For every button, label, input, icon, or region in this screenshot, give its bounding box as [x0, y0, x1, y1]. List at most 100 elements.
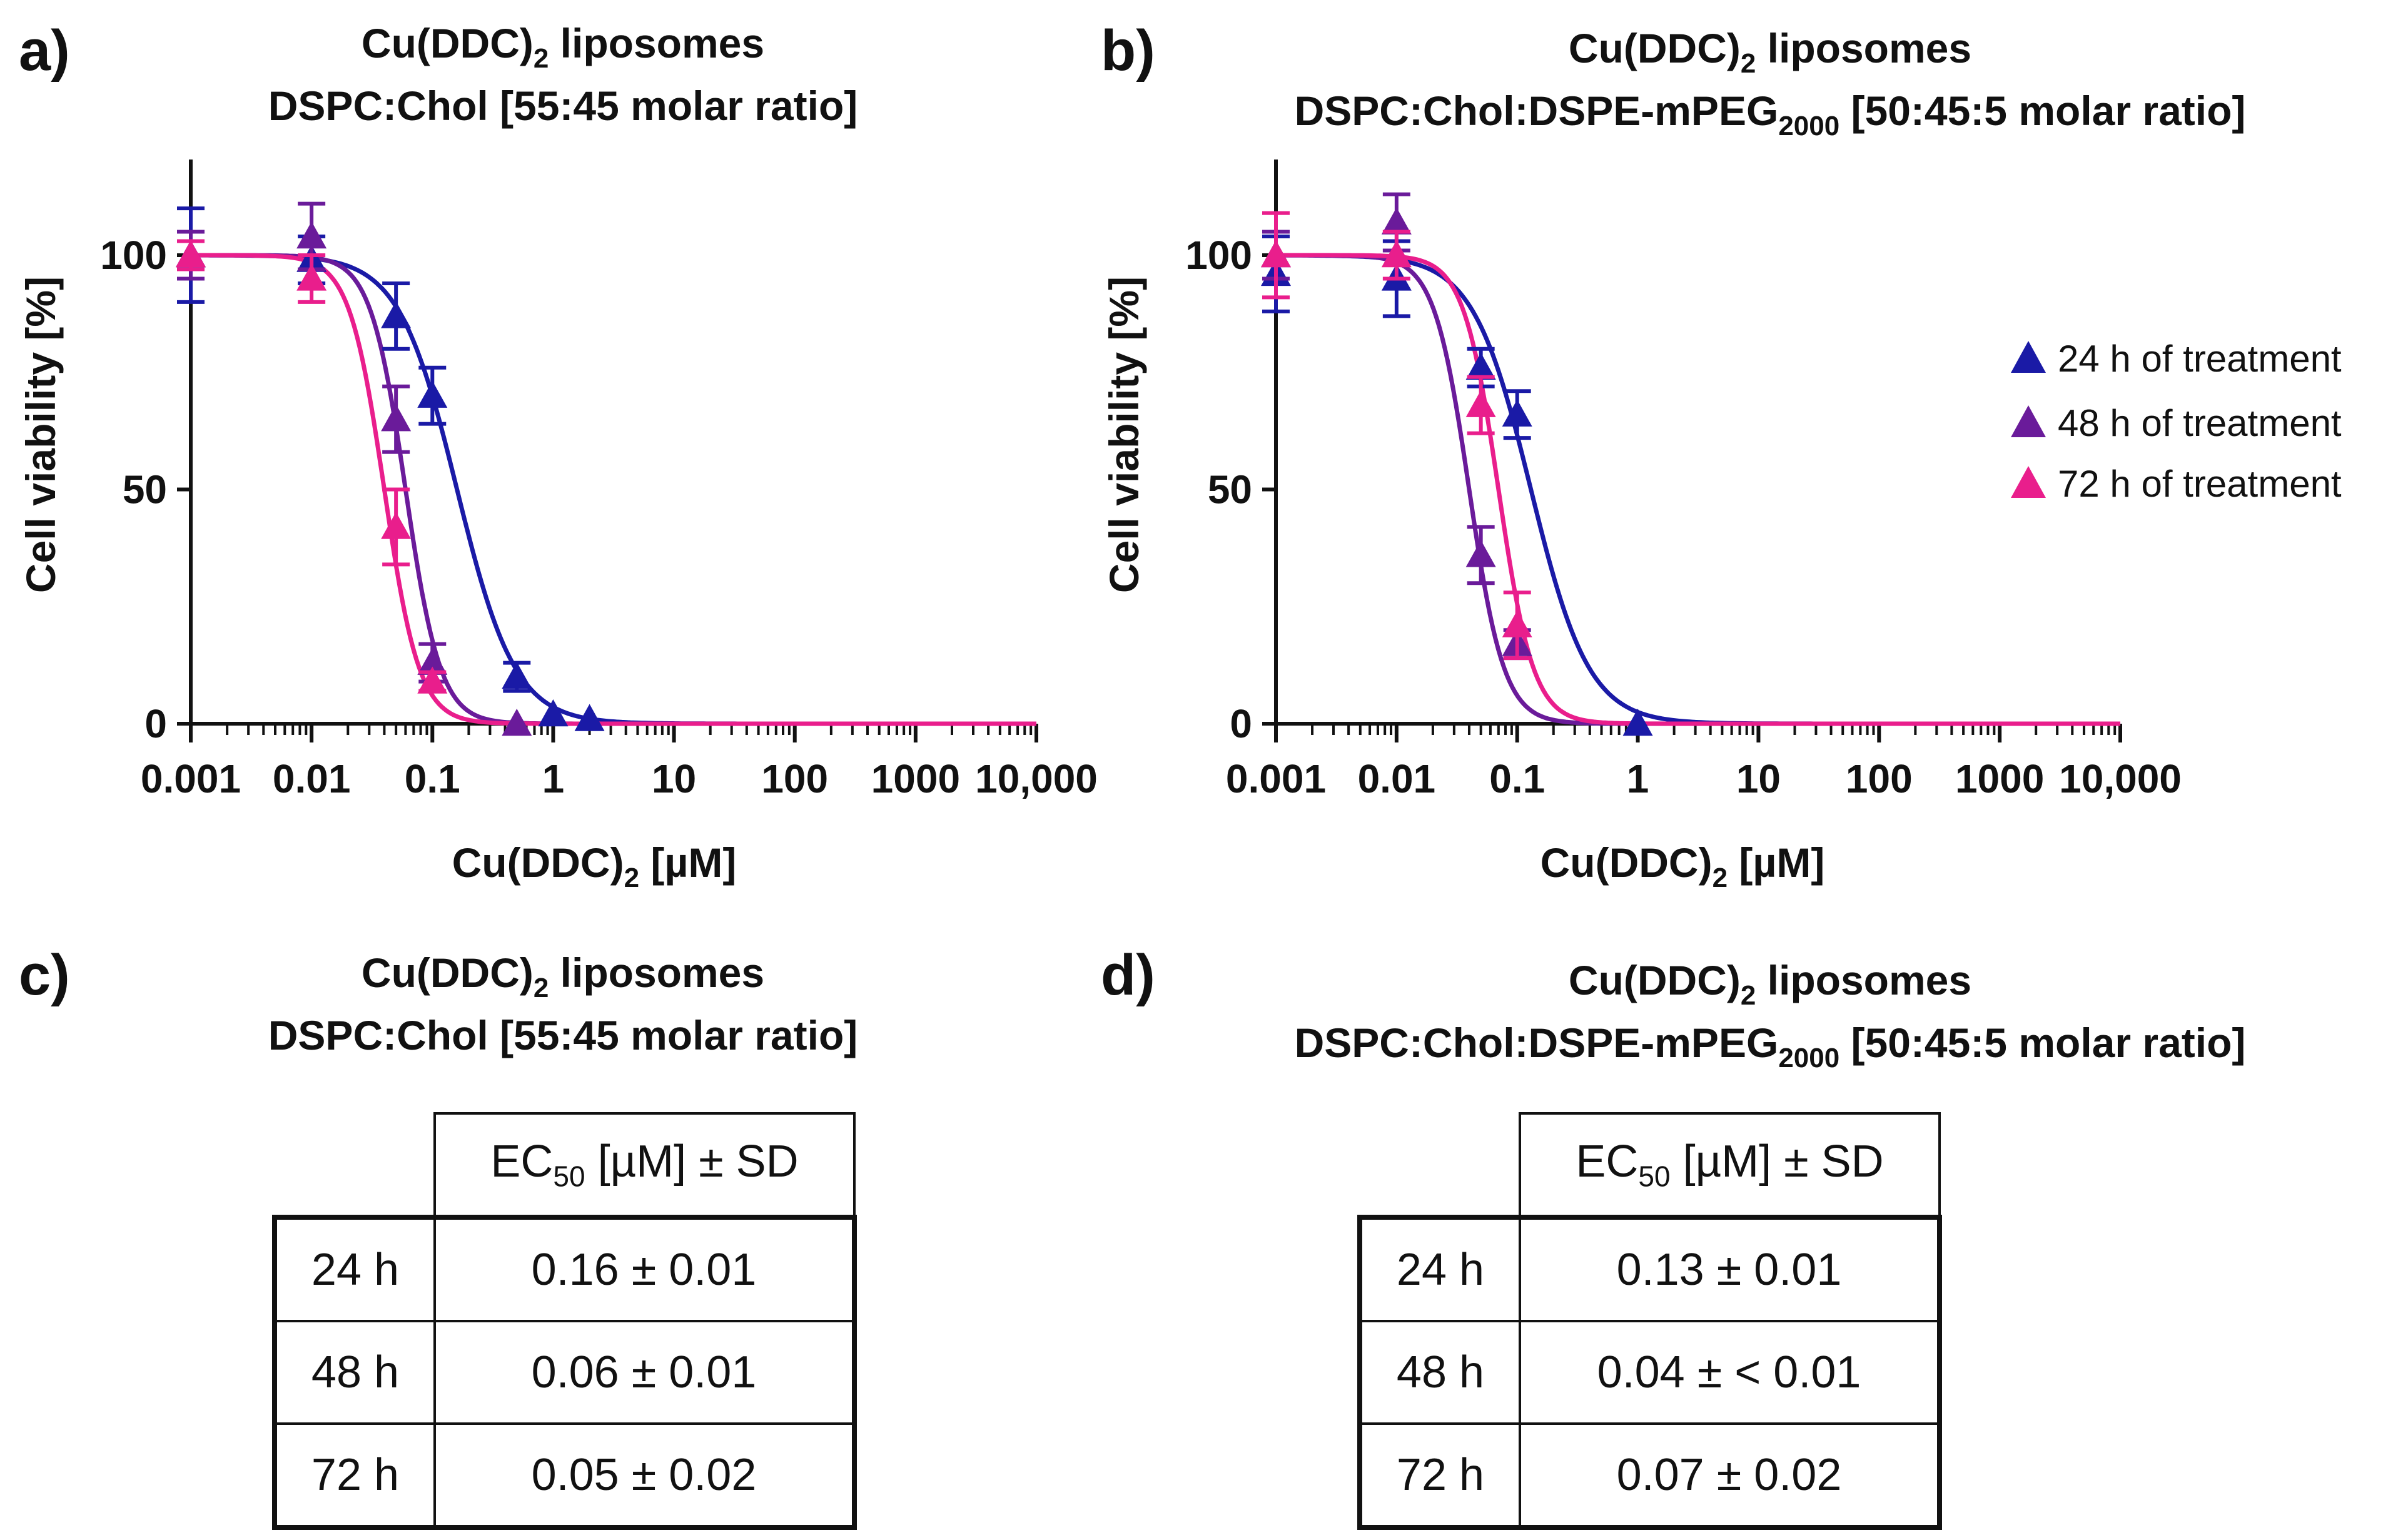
y-tick-labels-b: 0 50 100	[1185, 233, 1252, 746]
data-point	[296, 221, 327, 249]
panel-label-d: d)	[1101, 943, 1155, 1007]
title-c-line2: DSPC:Chol [55:45 molar ratio]	[268, 1012, 858, 1058]
table-corner	[275, 1113, 435, 1217]
x-tick-labels-a: 0.001 0.01 0.1 1 10 100 1000 10,000	[141, 756, 1098, 801]
data-point	[417, 666, 448, 694]
y-tick-label: 0	[1230, 701, 1252, 746]
data-point	[538, 699, 569, 727]
x-tick-label: 1000	[1955, 756, 2044, 801]
y-tick-label: 0	[144, 701, 167, 746]
legend-marker-72h	[2011, 466, 2046, 498]
fit-curve-1	[1276, 253, 2120, 726]
points-a	[176, 201, 605, 736]
data-point	[296, 263, 327, 291]
data-point	[1381, 240, 1412, 268]
data-point	[1502, 610, 1532, 637]
row-value: 0.07 ± 0.02	[1519, 1422, 1942, 1530]
x-tick-label: 0.1	[405, 756, 460, 801]
x-tick-label: 0.01	[1358, 756, 1436, 801]
data-point	[381, 404, 412, 432]
x-tick-label: 1000	[871, 756, 960, 801]
title-b-line1: Cu(DDC)2 liposomes	[1569, 25, 1971, 79]
row-value: 0.13 ± 0.01	[1519, 1215, 1942, 1322]
table-row: 48 h 0.06 ± 0.01	[272, 1320, 857, 1425]
points-b	[1261, 192, 1653, 736]
axes-b	[1262, 160, 2122, 742]
data-point	[1465, 540, 1496, 567]
title-d-line2: DSPC:Chol:DSPE-mPEG2000 [50:45:5 molar r…	[1295, 1020, 2246, 1073]
table-corner	[1360, 1113, 1520, 1217]
legend-label-24h: 24 h of treatment	[2058, 338, 2342, 380]
x-tick-label: 10	[1736, 756, 1781, 801]
table-row: 72 h 0.07 ± 0.02	[1357, 1422, 1942, 1530]
x-tick-label: 1	[542, 756, 565, 801]
y-axis-label-a: Cell viability [%]	[18, 276, 64, 593]
plot-a: 0.001 0.01 0.1 1 10 100 1000 10,000 0 50…	[18, 160, 1098, 893]
table-row: 48 h 0.04 ± < 0.01	[1357, 1320, 1942, 1425]
x-tick-label: 10,000	[975, 756, 1098, 801]
x-axis-label-b: Cu(DDC)2 [µM]	[1541, 839, 1825, 893]
legend-marker-24h	[2011, 341, 2046, 373]
y-tick-label: 50	[1208, 467, 1252, 512]
table-row: 72 h 0.05 ± 0.02	[272, 1422, 857, 1530]
curves-a	[191, 253, 1036, 726]
y-tick-label: 50	[123, 467, 167, 512]
plot-b: 0.001 0.01 0.1 1 10 100 1000 10,000 0 50…	[1101, 160, 2182, 893]
data-point	[417, 380, 448, 408]
fit-curve-2	[191, 253, 1036, 726]
x-tick-label: 0.001	[141, 756, 241, 801]
y-tick-label: 100	[1185, 233, 1252, 278]
panel-label-b: b)	[1101, 19, 1155, 83]
x-tick-label: 0.01	[273, 756, 351, 801]
y-tick-label: 100	[100, 233, 167, 278]
data-point	[1622, 709, 1653, 736]
x-tick-label: 0.001	[1226, 756, 1326, 801]
data-point	[502, 709, 532, 736]
legend-label-48h: 48 h of treatment	[2058, 402, 2342, 444]
table-row: 24 h 0.16 ± 0.01	[272, 1215, 857, 1322]
x-tick-label: 100	[1846, 756, 1913, 801]
x-tick-label: 10	[652, 756, 696, 801]
fit-curve-1	[191, 253, 1036, 726]
fit-curve-0	[191, 253, 1036, 726]
table-header: EC50 [µM] ± SD	[1519, 1112, 1941, 1217]
row-value: 0.16 ± 0.01	[433, 1215, 857, 1322]
fit-curve-2	[1276, 253, 2120, 726]
x-tick-label: 10,000	[2059, 756, 2182, 801]
data-point	[1502, 399, 1532, 427]
table-header: EC50 [µM] ± SD	[433, 1112, 856, 1217]
data-point	[381, 301, 412, 328]
legend-item-72h: 72 h of treatment	[2011, 463, 2342, 505]
legend-label-72h: 72 h of treatment	[2058, 463, 2342, 505]
row-label: 72 h	[1357, 1422, 1521, 1530]
data-point	[1465, 352, 1496, 380]
x-tick-labels-b: 0.001 0.01 0.1 1 10 100 1000 10,000	[1226, 756, 2182, 801]
data-point	[574, 704, 605, 731]
data-point	[1465, 390, 1496, 417]
data-point	[1261, 240, 1291, 268]
legend-marker-48h	[2011, 405, 2046, 437]
ec50-table-d: EC50 [µM] ± SD 24 h 0.13 ± 0.01 48 h 0.0…	[1357, 1112, 1942, 1530]
table-row: 24 h 0.13 ± 0.01	[1357, 1215, 1942, 1322]
data-point	[176, 240, 206, 268]
title-a-line2: DSPC:Chol [55:45 molar ratio]	[268, 83, 858, 129]
title-a-line1: Cu(DDC)2 liposomes	[362, 20, 764, 74]
ec50-table-c: EC50 [µM] ± SD 24 h 0.16 ± 0.01 48 h 0.0…	[272, 1112, 857, 1530]
row-label: 48 h	[1357, 1320, 1521, 1425]
legend-item-48h: 48 h of treatment	[2011, 402, 2342, 444]
data-point	[502, 662, 532, 689]
y-axis-label-b: Cell viability [%]	[1101, 276, 1147, 593]
x-tick-label: 100	[761, 756, 828, 801]
row-label: 24 h	[1357, 1215, 1521, 1322]
row-value: 0.05 ± 0.02	[433, 1422, 857, 1530]
panel-label-a: a)	[19, 19, 70, 83]
row-label: 72 h	[272, 1422, 436, 1530]
data-point	[381, 512, 412, 539]
row-value: 0.06 ± 0.01	[433, 1320, 857, 1425]
x-tick-label: 1	[1627, 756, 1649, 801]
y-tick-labels-a: 0 50 100	[100, 233, 167, 746]
title-c-line1: Cu(DDC)2 liposomes	[362, 950, 764, 1003]
x-axis-label-a: Cu(DDC)2 [µM]	[452, 839, 737, 893]
legend-item-24h: 24 h of treatment	[2011, 338, 2342, 380]
